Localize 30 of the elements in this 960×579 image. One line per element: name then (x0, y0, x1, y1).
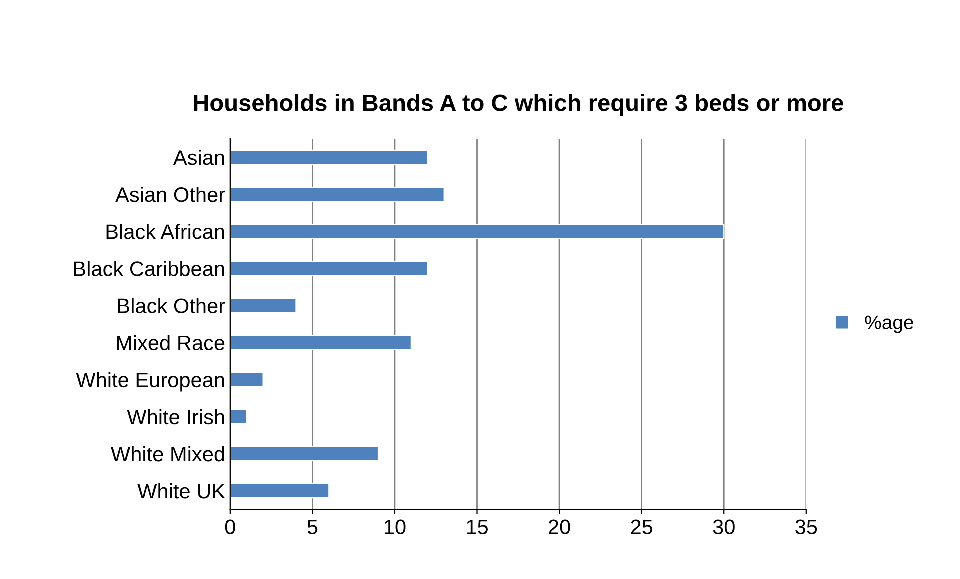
bar (230, 150, 428, 166)
x-tick-label: 35 (796, 520, 818, 535)
bar (230, 298, 297, 314)
bar (230, 224, 725, 240)
bar (230, 261, 428, 276)
bar (230, 409, 248, 424)
bar (230, 335, 412, 350)
bar (230, 483, 330, 499)
x-tick-label: 20 (549, 520, 570, 535)
y-tick-label: White UK (138, 483, 226, 499)
x-tick-label: 5 (308, 520, 318, 535)
y-tick-label: Mixed Race (117, 335, 225, 351)
y-tick-label: White European (76, 372, 224, 392)
y-tick-label: Asian Other (116, 186, 226, 202)
y-tick-label: White Mixed (111, 446, 224, 462)
x-tick-label: 25 (631, 520, 653, 535)
y-tick-label: White Irish (127, 409, 224, 425)
y-tick-label: Black African (106, 224, 224, 240)
chart-title: Households in Bands A to C which require 3 beds or more (194, 94, 844, 116)
legend-label: %age (865, 316, 914, 334)
bar (230, 186, 445, 202)
y-tick-label: Black Other (118, 298, 226, 314)
bar (230, 446, 380, 462)
x-tick-label: 30 (713, 520, 735, 535)
x-tick-label: 15 (467, 520, 488, 535)
bar (230, 372, 264, 388)
y-tick-label: Black Caribbean (74, 261, 224, 276)
x-tick-label: 10 (384, 520, 406, 535)
x-tick-label: 0 (225, 520, 236, 535)
y-tick-label: Asian (173, 150, 224, 166)
